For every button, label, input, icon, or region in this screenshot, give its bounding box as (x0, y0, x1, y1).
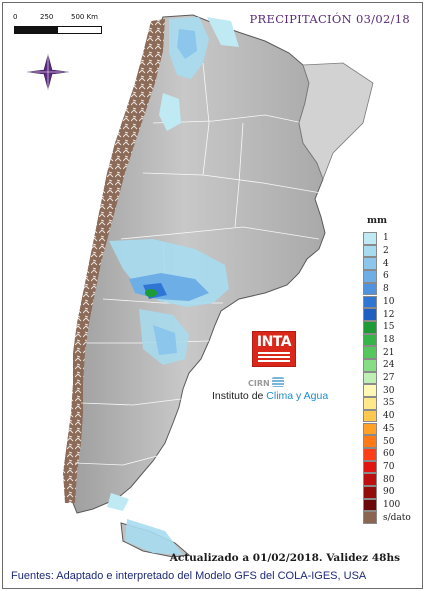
legend-swatch (363, 308, 377, 321)
legend-swatch (363, 270, 377, 283)
compass-rose-icon (26, 53, 70, 91)
legend-label: 1 (383, 233, 389, 244)
legend-label: 18 (383, 334, 395, 345)
legend-label: 50 (383, 436, 395, 447)
legend-label: 80 (383, 474, 395, 485)
legend-swatch (363, 384, 377, 398)
legend-item: 40 (363, 409, 395, 423)
legend-item: 50 (363, 435, 394, 448)
legend-swatch (363, 422, 377, 436)
legend-swatch (363, 257, 377, 271)
precip-south (107, 493, 183, 555)
legend-item: 90 (363, 486, 394, 499)
legend-label: 4 (383, 258, 389, 269)
legend-label: 8 (383, 284, 389, 295)
legend-label: 24 (383, 360, 395, 371)
legend-swatch (363, 282, 377, 296)
legend-item: 70 (363, 460, 395, 474)
scale-label-250: 250 (40, 13, 54, 21)
institute-prefix: Instituto de (212, 390, 267, 402)
legend-label: 12 (383, 309, 395, 320)
legend-swatch (363, 409, 377, 423)
legend-item: 30 (363, 384, 395, 398)
legend-label: 15 (383, 322, 395, 333)
legend-unit: mm (367, 215, 388, 226)
legend-item: 35 (363, 397, 394, 410)
legend-swatch (363, 244, 377, 258)
legend-item: 10 (363, 295, 395, 309)
neighbour-land (298, 62, 374, 181)
legend-label: 21 (383, 347, 395, 358)
legend-swatch (363, 346, 377, 359)
legend-label: 2 (383, 246, 389, 257)
legend-item: 45 (363, 422, 395, 436)
legend-label: 90 (383, 487, 395, 498)
legend-item: 80 (363, 473, 394, 486)
legend-item: 24 (363, 359, 394, 372)
legend-swatch (363, 397, 377, 410)
legend-label: 70 (383, 461, 395, 472)
legend-item: s/dato (363, 511, 411, 525)
legend-item: 4 (363, 257, 389, 271)
legend-item: 60 (363, 447, 395, 461)
legend-item: 27 (363, 371, 395, 385)
sources-note: Fuentes: Adaptado e interpretado del Mod… (11, 570, 367, 582)
legend-item: 1 (363, 232, 389, 245)
legend-item: 6 (363, 270, 389, 283)
inta-logo: INTA CIRN Instituto de Clima y Agua (208, 329, 358, 409)
legend-item: 2 (363, 244, 389, 258)
legend-label: 35 (383, 398, 395, 409)
scale-bar: 0 250 500 Km (11, 13, 106, 43)
legend-swatch (363, 460, 377, 474)
legend-swatch (363, 498, 377, 512)
legend-swatch (363, 435, 377, 448)
legend-item: 18 (363, 333, 395, 347)
scale-label-0: 0 (13, 13, 18, 21)
precip-north (159, 17, 239, 131)
precipitation-map (63, 14, 374, 558)
no-data-band (63, 19, 165, 503)
legend-swatch (363, 232, 377, 245)
scale-label-500: 500 Km (71, 13, 98, 21)
institute-highlight: Clima y Agua (266, 390, 329, 402)
legend-swatch (363, 359, 377, 372)
legend-label: 60 (383, 449, 395, 460)
legend-swatch (363, 320, 377, 334)
legend-item: 100 (363, 498, 401, 512)
legend-swatch (363, 333, 377, 347)
legend-item: 15 (363, 320, 395, 334)
updated-note: Actualizado a 01/02/2018. Validez 48hs (169, 552, 400, 564)
legend-swatch (363, 371, 377, 385)
inta-logo-box: INTA (252, 331, 296, 367)
legend-item: 8 (363, 282, 389, 296)
cirn-label: CIRN (248, 379, 270, 388)
map-title: PRECIPITACIÓN 03/02/18 (249, 12, 410, 26)
institute-name: Instituto de Clima y Agua (212, 390, 328, 402)
legend-item: 12 (363, 308, 394, 321)
legend-label: 30 (383, 385, 395, 396)
precip-central (109, 239, 229, 365)
legend-label: s/dato (383, 512, 411, 523)
legend-label: 45 (383, 423, 395, 434)
scale-bar-graphic (14, 26, 102, 34)
legend-swatch (363, 295, 377, 309)
legend-swatch (363, 447, 377, 461)
legend-label: 27 (383, 373, 395, 384)
legend-label: 100 (383, 500, 401, 511)
legend-label: 6 (383, 271, 389, 282)
legend-swatch (363, 473, 377, 486)
legend-item: 21 (363, 346, 394, 359)
legend-swatch (363, 511, 377, 525)
legend-label: 10 (383, 296, 395, 307)
inta-logo-text: INTA (256, 334, 292, 350)
legend-label: 40 (383, 411, 395, 422)
legend-swatch (363, 486, 377, 499)
cirn-wave-icon (272, 377, 284, 387)
